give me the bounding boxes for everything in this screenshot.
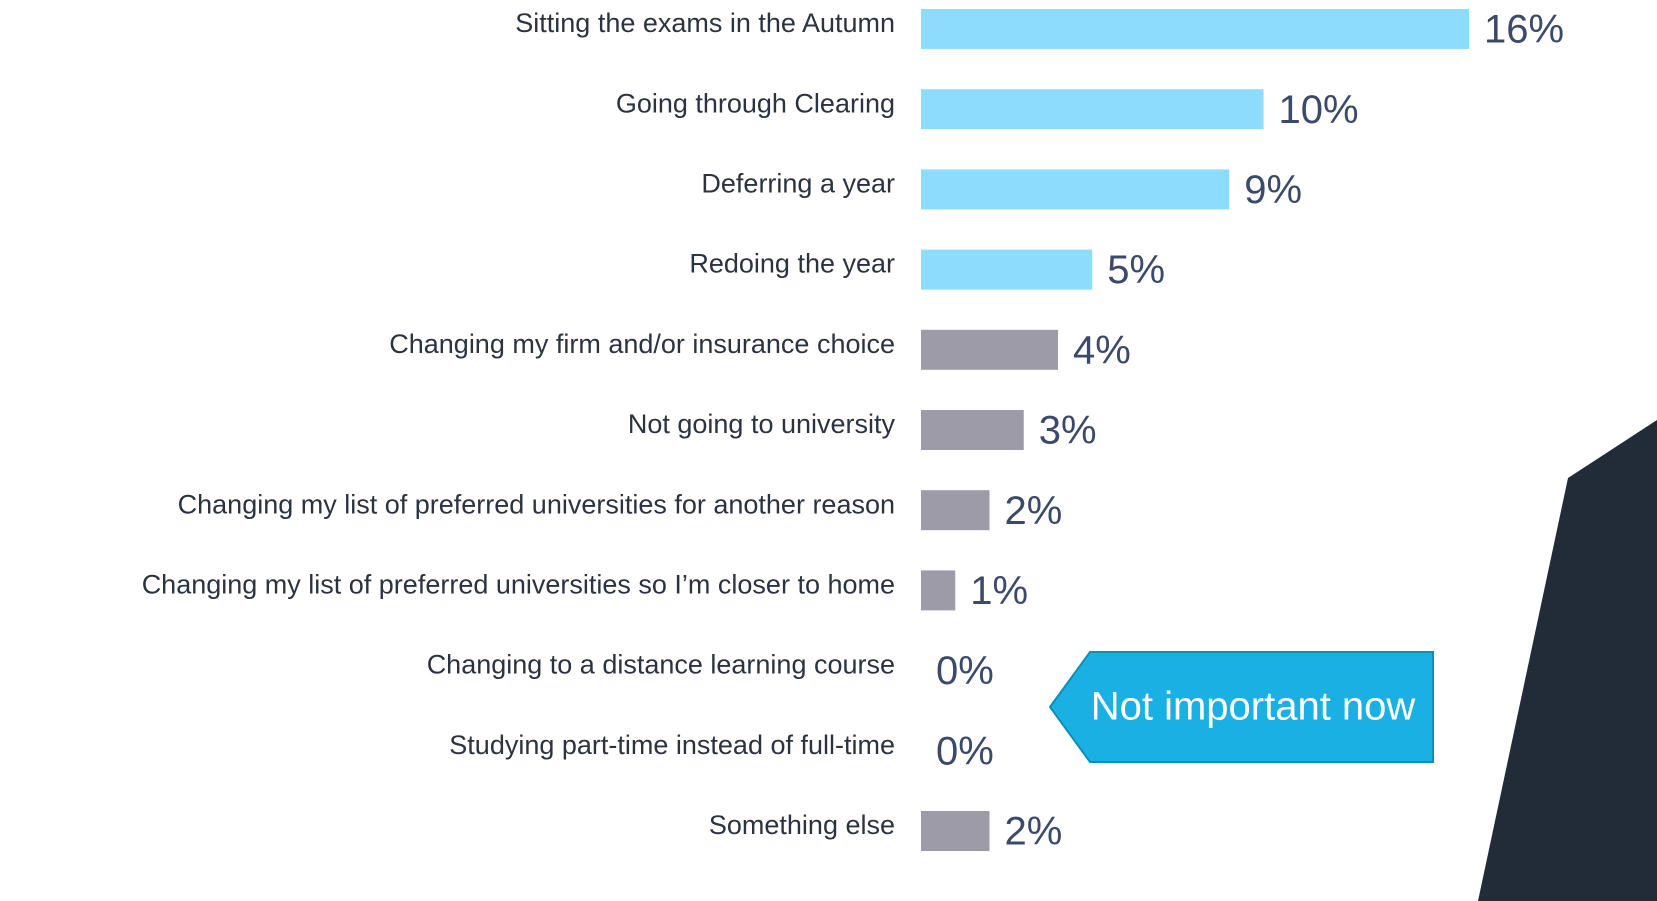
value-label: 2% [1005,810,1063,854]
value-label: 16% [1484,8,1564,52]
value-label: 4% [1073,328,1131,372]
value-label: 2% [1005,489,1063,533]
category-label: Changing my list of preferred universiti… [142,570,895,600]
bar [921,329,1058,370]
category-label: Studying part-time instead of full-time [449,730,895,760]
value-label: 5% [1107,248,1165,292]
bar [921,89,1264,130]
category-label: Sitting the exams in the Autumn [515,8,895,38]
value-label: 9% [1244,168,1302,212]
annotation: Not important now [1091,685,1416,729]
bar [921,169,1230,210]
value-label: 3% [1039,409,1097,453]
category-label: Deferring a year [701,169,895,199]
category-label: Changing my list of preferred universiti… [178,489,895,519]
bar [921,410,1024,450]
callout [1048,651,1434,763]
value-label: 0% [936,729,994,773]
bar [921,811,990,851]
bar [921,9,1469,49]
bar [921,570,956,611]
category-label: Going through Clearing [616,88,895,118]
value-label: 10% [1279,88,1359,132]
category-label: Not going to university [628,409,896,439]
category-label: Redoing the year [689,249,895,279]
category-label: Changing to a distance learning course [427,650,895,680]
category-label: Something else [709,810,895,840]
value-label: 0% [936,649,994,693]
decoration [1478,420,1657,901]
bar [921,490,990,531]
value-label: 1% [970,569,1028,613]
category-label: Changing my firm and/or insurance choice [389,329,895,359]
bar [921,249,1093,290]
